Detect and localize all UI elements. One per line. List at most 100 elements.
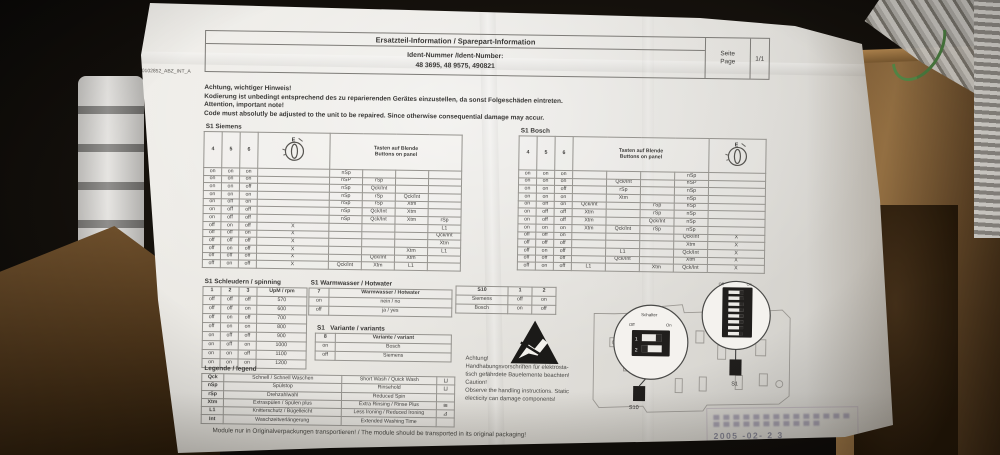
table-cell: on [308,296,329,306]
buttons-header: Tasten auf Blende Buttons on panel [329,133,463,172]
table-cell: on [535,262,554,271]
table-cell: rSp [201,390,224,399]
header-cell: 2 [220,286,240,296]
table-cell: ja / yes [328,305,452,317]
svg-text:1: 1 [635,337,638,343]
table-cell: Extended Washing Time [341,416,437,427]
variant-table-title: S1 Variante / variants [316,324,385,333]
table-cell: Qck/Int [328,261,362,270]
table-cell [605,263,640,272]
table-cell: on [202,348,221,359]
table-cell: off [553,262,572,271]
header-cell: 7 [308,287,330,297]
table-cell [436,393,455,402]
table-cell: off [238,295,257,305]
table-cell: off [238,331,257,341]
table-cell: off [517,262,536,271]
svg-text:S10: S10 [629,405,639,411]
table-cell: off [202,259,221,268]
svg-text:On: On [747,283,752,287]
table-cell: off [202,294,221,305]
table-cell: off [238,313,257,323]
table-cell: on [202,330,221,341]
table-cell: Qck [201,373,224,383]
bosch-table-title: S1 Bosch [520,127,550,135]
svg-text:E: E [735,143,739,149]
table-cell: off [220,331,239,341]
col-6: 6 [554,136,574,171]
table-cell: 1200 [255,358,307,369]
table-cell: off [238,260,257,269]
stamp-illegible-text [713,420,824,427]
important-notice: Achtung, wichtiger Hinweis! Kodierung is… [204,84,744,126]
svg-text:Schalter: Schalter [641,312,658,317]
cable-strip [974,0,1000,238]
svg-text:On: On [666,322,672,327]
table-cell: off [507,295,532,305]
page-value: 1/1 [755,55,765,63]
table-cell: X [256,260,329,270]
table-cell: off [531,304,556,314]
header-cell: 1 [507,286,533,296]
table-cell: Waschzeitverlängerung [223,415,342,426]
stamp-date: 2005 -02- 2 3 [713,430,784,441]
bosch-coding-table: 4 5 6 Tasten auf Blende Buttons on panel… [516,135,767,274]
table-cell: ≋ [436,401,455,411]
siemens-table-title: S1 Siemens [205,123,242,131]
table-cell: off [220,304,239,314]
table-cell: off [308,305,329,315]
table-cell: nSp [201,381,224,391]
table-cell [427,262,461,272]
svg-text:Off: Off [629,322,635,327]
col-4: 4 [518,135,538,171]
table-cell: Xtm [639,263,674,272]
table-cell: L1 [394,262,428,271]
table-cell: on [238,340,257,350]
col-6: 6 [239,132,259,169]
table-cell: off [202,312,221,323]
svg-text:E: E [291,138,295,144]
header-cell: 8 [315,333,336,342]
svg-text:2: 2 [635,348,638,354]
variant-rows: on Bosch off Siemens [315,341,452,362]
col-4: 4 [203,131,223,168]
table-cell: off [315,350,336,360]
table-cell: on [202,339,221,350]
variant-table: 8 Variante / variant on Bosch off Siemens [314,332,452,362]
legend-rows: Qck Schnell / Schnell Waschen Short Wash /… [201,373,455,427]
siemens-coding-table: 4 5 6 E [201,130,463,272]
esd-handling-note: Achtung! Handhabungsvorschriften für ele… [464,355,570,403]
svg-text:Off: Off [719,282,725,286]
s10-table: S10 1 2 Siemens off on Bosch on off [455,285,557,315]
table-cell: on [531,295,556,305]
buttons-header: Tasten auf Blende Buttons on panel [572,136,710,173]
table-cell: ⊔ [436,385,455,394]
hotwater-table-title: S1 Warmwasser / Hotwater [310,279,393,288]
col-5: 5 [221,131,241,168]
ident-numbers: 48 3695, 48 9575, 490821 [415,61,495,70]
header-main-cell: Ersatzteil-Information / Sparepart-Infor… [205,31,707,78]
spinning-table-title: S1 Schleudern / spinning [204,278,282,287]
table-cell: off [202,303,221,314]
document-header: Ersatzteil-Information / Sparepart-Infor… [204,30,771,80]
doc-code-1: 114_58300000102852_ABZ_INT_A [111,67,191,75]
legend-table: Qck Schnell / Schnell Waschen Short Wash /… [200,372,456,428]
hotwater-rows: on nein / no off ja / yes [308,296,452,317]
table-cell: X [707,264,765,274]
table-cell: Siemens [335,350,452,362]
module-board-drawing: Schalter Off On 1 2 S10 Off On [583,273,802,431]
table-cell: ⊿ [436,409,455,419]
siemens-rows: on on on nSp on on on nSP rSp on on off nSp Qck/Int on… [202,167,462,272]
legend-title: Legende / legend [204,365,257,373]
table-cell: off [220,295,239,305]
header-cell: 2 [531,287,557,296]
spinning-rows: off off off 570 off off on 600 off on off 700 off on o… [201,294,307,369]
program-selector-icon: E [257,132,331,170]
hotwater-table: 7 Warmwasser / Hotwater on nein / no off ja … [308,287,453,317]
page-label: Seite Page [705,37,752,79]
table-cell: on [220,259,239,268]
table-cell: on [507,304,532,314]
esd-warning-icon [507,317,562,373]
